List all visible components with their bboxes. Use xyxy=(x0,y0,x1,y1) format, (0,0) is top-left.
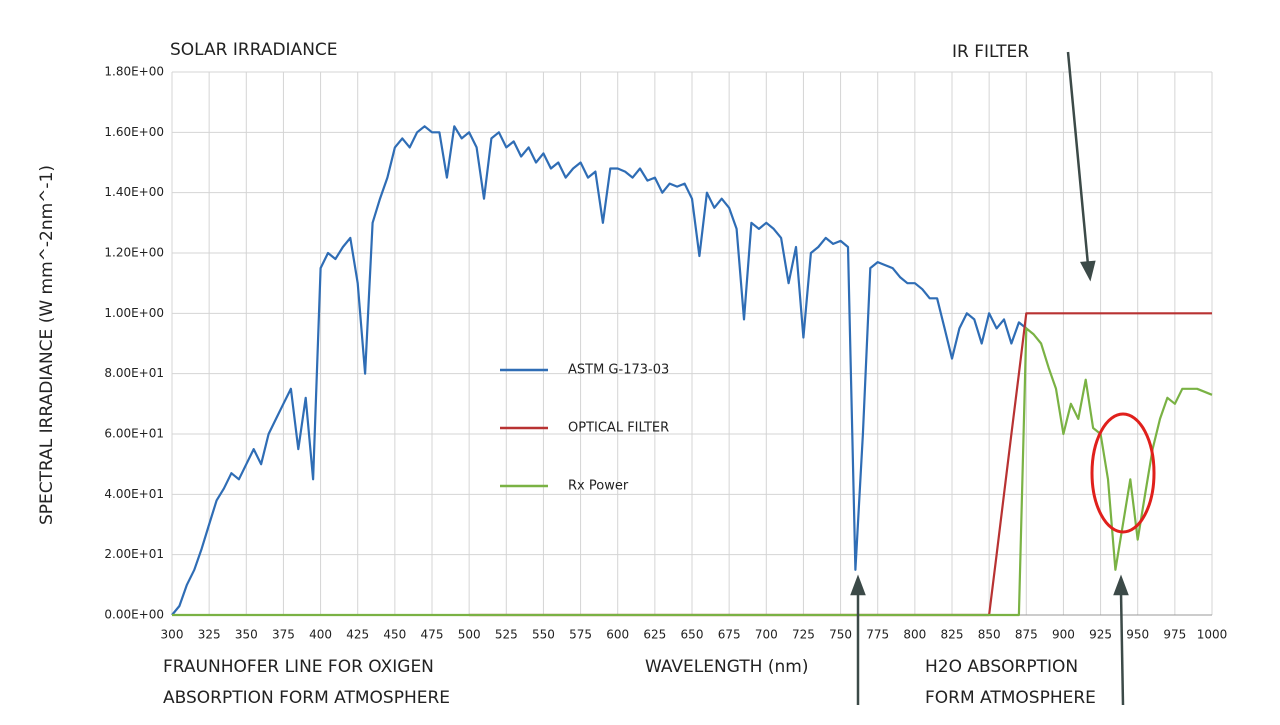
annotation: FORM ATMOSPHERE xyxy=(925,688,1096,708)
arrow-head xyxy=(850,574,866,596)
series-line xyxy=(172,327,1213,617)
annotation: IR FILTER xyxy=(952,42,1029,62)
x-tick-label: 375 xyxy=(272,628,295,642)
y-tick-label: 1.80E+00 xyxy=(104,65,164,79)
x-tick-label: 550 xyxy=(532,628,555,642)
x-tick-label: 325 xyxy=(198,628,221,642)
x-tick-label: 700 xyxy=(755,628,778,642)
x-tick-label: 350 xyxy=(235,628,258,642)
x-tick-label: 450 xyxy=(383,628,406,642)
x-tick-label: 925 xyxy=(1089,628,1112,642)
x-tick-label: 825 xyxy=(941,628,964,642)
x-tick-label: 650 xyxy=(681,628,704,642)
annotation: FRAUNHOFER LINE FOR OXIGEN xyxy=(163,657,434,677)
x-tick-label: 975 xyxy=(1163,628,1186,642)
y-tick-label: 2.00E+01 xyxy=(104,547,164,561)
x-tick-label: 775 xyxy=(866,628,889,642)
x-tick-label: 600 xyxy=(606,628,629,642)
y-tick-label: 1.20E+00 xyxy=(104,246,164,260)
arrows xyxy=(850,51,1129,706)
legend-label: Rx Power xyxy=(568,479,629,494)
x-tick-label: 525 xyxy=(495,628,518,642)
y-tick-label: 1.60E+00 xyxy=(104,125,164,139)
x-tick-label: 625 xyxy=(643,628,666,642)
y-tick-label: 6.00E+01 xyxy=(104,427,164,441)
plot-area: 0.00E+00 2.00E+01 4.00E+01 6.00E+01 8.00E+01… xyxy=(104,65,1227,642)
x-tick-label: 675 xyxy=(718,628,741,642)
y-tick-label: 8.00E+01 xyxy=(104,366,164,380)
annotation: H2O ABSORPTION xyxy=(925,657,1078,677)
annotation: ABSORPTION FORM ATMOSPHERE xyxy=(163,688,450,708)
x-tick-label: 400 xyxy=(309,628,332,642)
arrow-head xyxy=(1080,260,1096,282)
arrow xyxy=(1066,51,1090,266)
x-tick-label: 750 xyxy=(829,628,852,642)
x-tick-label: 900 xyxy=(1052,628,1075,642)
y-tick-label: 1.40E+00 xyxy=(104,185,164,199)
y-tick-label: 1.00E+00 xyxy=(104,306,164,320)
y-axis-label: SPECTRAL IRRADIANCE (W mm^-2nm^-1) xyxy=(37,165,57,525)
x-tick-label: 725 xyxy=(792,628,815,642)
x-tick-label: 850 xyxy=(978,628,1001,642)
arrow xyxy=(1119,591,1125,706)
x-tick-label: 875 xyxy=(1015,628,1038,642)
x-tick-label: 425 xyxy=(346,628,369,642)
x-tick-label: 1000 xyxy=(1197,628,1228,642)
series-line xyxy=(171,125,1027,616)
x-tick-label: 575 xyxy=(569,628,592,642)
x-axis-label: WAVELENGTH (nm) xyxy=(645,657,808,677)
y-tick-label: 0.00E+00 xyxy=(104,608,164,622)
x-tick-label: 300 xyxy=(161,628,184,642)
legend-label: OPTICAL FILTER xyxy=(568,421,669,436)
x-tick-label: 500 xyxy=(458,628,481,642)
highlight-circle xyxy=(1090,412,1156,534)
y-tick-label: 4.00E+01 xyxy=(104,487,164,501)
x-tick-label: 800 xyxy=(903,628,926,642)
arrow-head xyxy=(1113,574,1129,596)
chart-title: SOLAR IRRADIANCE xyxy=(170,40,338,60)
legend-label: ASTM G-173-03 xyxy=(568,363,669,378)
x-tick-label: 475 xyxy=(421,628,444,642)
x-tick-label: 950 xyxy=(1126,628,1149,642)
